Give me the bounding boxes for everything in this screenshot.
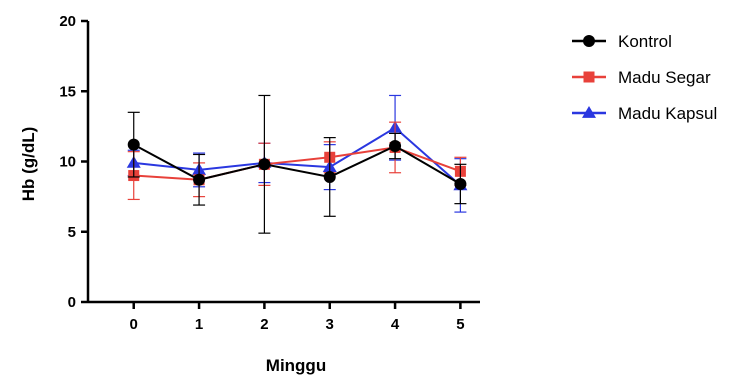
data-point [127,138,140,151]
data-point [323,170,336,183]
data-point [454,177,467,190]
legend-entry-kontrol: Kontrol [572,32,672,51]
legend-label: Madu Segar [618,68,711,87]
legend-label: Kontrol [618,32,672,51]
series-line [133,146,461,181]
x-tick-label: 3 [326,316,334,333]
legend-marker [583,35,595,47]
x-tick-label: 4 [391,316,400,333]
plot-area [126,94,468,234]
series-line [133,143,461,185]
series-line [133,126,462,187]
axes: 0 5 10 15 20 0 1 2 3 4 5 [59,13,480,333]
y-tick-label: 5 [68,224,76,241]
data-point [258,158,271,171]
y-tick-label: 10 [59,154,76,171]
legend-marker [582,106,596,118]
x-tick-label: 2 [260,316,268,333]
x-tick-label: 0 [130,316,138,333]
x-tick-label: 5 [456,316,464,333]
legend-marker [583,71,595,83]
legend-entry-madu-segar: Madu Segar [572,68,711,87]
series-kontrol [127,94,467,234]
y-tick-label: 15 [59,83,76,100]
y-tick-label: 0 [68,294,76,311]
data-point [193,173,206,186]
y-axis-title: Hb (g/dL) [19,127,38,202]
legend-label: Madu Kapsul [618,104,717,123]
x-tick-label: 1 [195,316,203,333]
series-madu-kapsul [126,94,468,213]
series-madu-segar [127,121,467,201]
legend-entry-madu-kapsul: Madu Kapsul [572,104,717,123]
data-point [389,140,402,153]
legend: Kontrol Madu Segar Madu Kapsul [572,32,717,123]
y-tick-label: 20 [59,13,76,30]
x-axis-title: Minggu [266,356,326,375]
